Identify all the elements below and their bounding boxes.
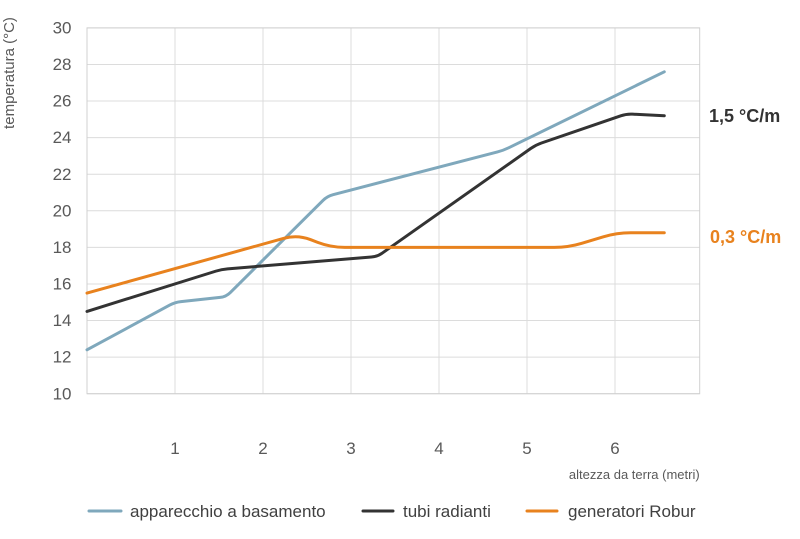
svg-text:20: 20 bbox=[53, 201, 72, 220]
svg-text:28: 28 bbox=[53, 55, 72, 74]
svg-text:18: 18 bbox=[53, 238, 72, 257]
svg-text:tubi radianti: tubi radianti bbox=[403, 502, 491, 521]
svg-text:altezza da terra (metri): altezza da terra (metri) bbox=[569, 467, 700, 482]
svg-text:5: 5 bbox=[522, 439, 531, 458]
svg-text:30: 30 bbox=[53, 19, 72, 38]
svg-text:24: 24 bbox=[53, 128, 72, 147]
svg-text:14: 14 bbox=[53, 311, 72, 330]
svg-text:generatori Robur: generatori Robur bbox=[568, 502, 696, 521]
svg-text:10: 10 bbox=[53, 384, 72, 403]
svg-text:16: 16 bbox=[53, 275, 72, 294]
svg-text:6: 6 bbox=[610, 439, 619, 458]
svg-text:22: 22 bbox=[53, 165, 72, 184]
svg-text:12: 12 bbox=[53, 348, 72, 367]
svg-text:1: 1 bbox=[170, 439, 179, 458]
svg-text:apparecchio a basamento: apparecchio a basamento bbox=[130, 502, 326, 521]
svg-text:26: 26 bbox=[53, 92, 72, 111]
svg-text:3: 3 bbox=[346, 439, 355, 458]
svg-text:temperatura (°C): temperatura (°C) bbox=[1, 17, 18, 129]
svg-text:2: 2 bbox=[258, 439, 267, 458]
svg-text:1,5 °C/m: 1,5 °C/m bbox=[709, 106, 780, 126]
svg-text:0,3 °C/m: 0,3 °C/m bbox=[710, 227, 781, 247]
svg-text:4: 4 bbox=[434, 439, 443, 458]
